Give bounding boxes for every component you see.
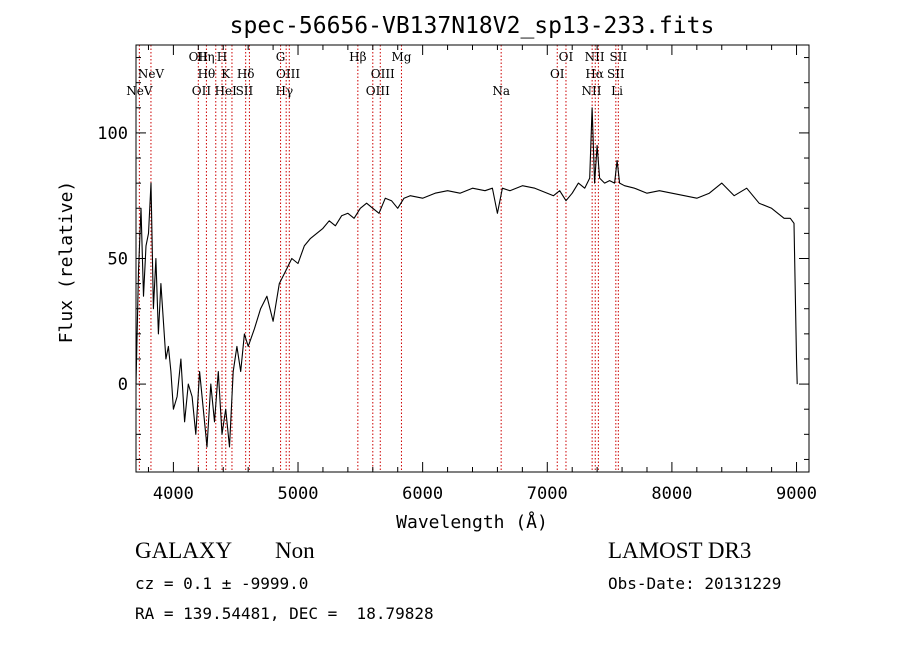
line-annotation-label: K	[221, 67, 231, 81]
line-annotation-label: SII	[607, 67, 625, 81]
line-annotation-label: OIII	[276, 67, 300, 81]
line-annotation-label: OI	[559, 50, 574, 64]
x-tick-label: 8000	[651, 484, 692, 504]
line-annotation-label: OIII	[366, 84, 390, 98]
line-annotation-label: Mg	[391, 50, 411, 64]
line-annotation-label: NII	[585, 50, 605, 64]
line-annotation-label: Li	[611, 84, 623, 98]
line-annotation-label: SII	[609, 50, 627, 64]
line-annotation-label: Hδ	[237, 67, 255, 81]
line-annotation-label: NeV	[138, 67, 165, 81]
line-annotation-label: G	[276, 50, 286, 64]
line-annotation-label: Hα	[585, 67, 604, 81]
line-annotation-label: OII	[192, 84, 212, 98]
line-annotation-label: OII	[189, 50, 209, 64]
line-annotation-label: Hγ	[275, 84, 293, 98]
emission-line-markers	[138, 45, 619, 472]
observation-date: Obs-Date: 20131229	[608, 574, 782, 593]
y-tick-label: 100	[97, 124, 128, 144]
object-subclass: Non	[275, 538, 315, 563]
line-annotation-label: OI	[550, 67, 565, 81]
line-annotation-label: NeV	[126, 84, 153, 98]
x-axis-label: Wavelength (Å)	[396, 511, 548, 533]
redshift-cz: cz = 0.1 ± -9999.0	[135, 574, 309, 593]
line-annotation-label: Hβ	[349, 50, 366, 64]
y-tick-label: 0	[118, 375, 128, 395]
line-annotation-label: OIII	[371, 67, 395, 81]
line-annotation-label: Hη	[197, 50, 215, 64]
x-tick-label: 9000	[776, 484, 817, 504]
chart-title: spec-56656-VB137N18V2_sp13-233.fits	[230, 13, 715, 39]
line-annotation-label: H	[217, 50, 227, 64]
y-axis-label: Flux (relative)	[56, 181, 77, 344]
x-tick-label: 7000	[527, 484, 568, 504]
line-annotation-label: HeI	[215, 84, 238, 98]
spectrum-series-line	[135, 107, 798, 448]
y-axis: 0 50 100	[97, 57, 809, 460]
survey-name: LAMOST DR3	[608, 538, 752, 563]
x-tick-label: 4000	[153, 484, 194, 504]
y-tick-label: 50	[108, 250, 128, 270]
object-class: GALAXY	[135, 538, 233, 563]
sky-coordinates: RA = 139.54481, DEC = 18.79828	[135, 604, 434, 623]
x-tick-label: 6000	[402, 484, 443, 504]
line-annotation-label: Na	[492, 84, 510, 98]
line-annotation-label: SII	[236, 84, 254, 98]
x-axis: 4000 5000 6000 7000 8000 9000	[147, 45, 817, 504]
plot-frame	[135, 44, 810, 473]
line-annotation-label: NII	[582, 84, 602, 98]
x-tick-label: 5000	[278, 484, 319, 504]
line-annotation-label: Hθ	[198, 67, 216, 81]
